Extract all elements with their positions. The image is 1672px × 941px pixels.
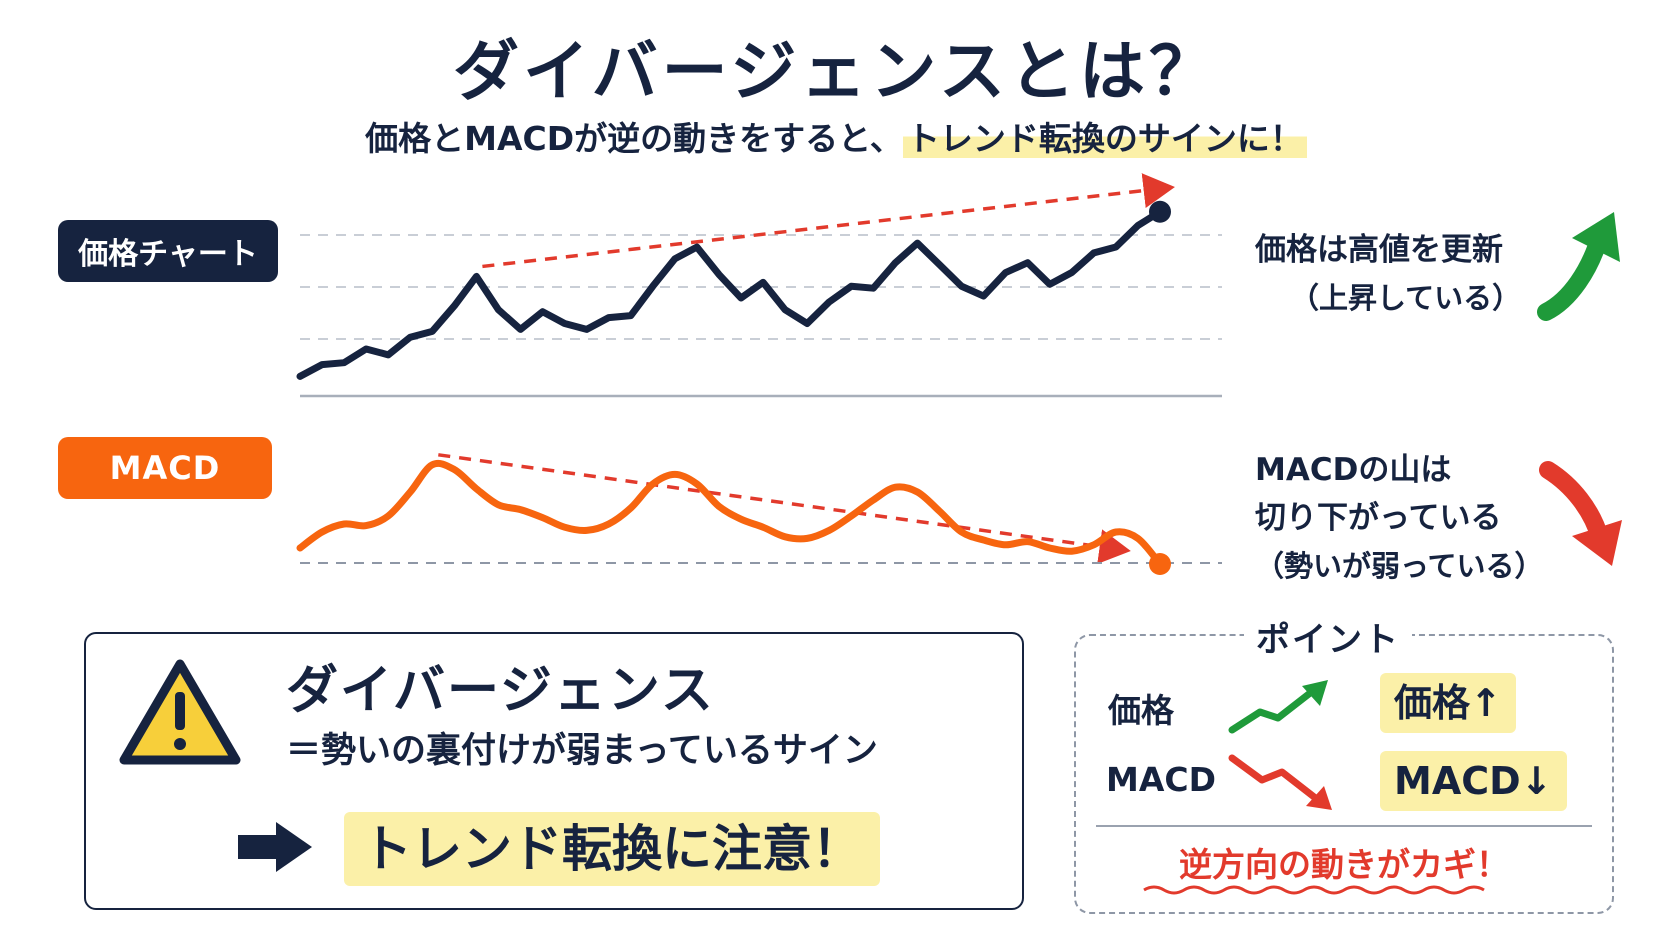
point-macd-label: MACD xyxy=(1106,760,1216,799)
warning-box xyxy=(84,632,1024,910)
point-macd-tag: MACD↓ xyxy=(1380,751,1567,811)
price-trend-arrow xyxy=(482,173,1175,269)
macd-trend-arrow xyxy=(438,453,1131,564)
price-chart-grid xyxy=(300,234,1222,398)
macd-trend-line xyxy=(438,453,1131,564)
warning-icon xyxy=(119,659,241,765)
macd-note-line3: （勢いが弱っている） xyxy=(1255,549,1544,583)
point-divider xyxy=(1096,825,1592,827)
macd-end-point xyxy=(1149,553,1171,575)
macd-series-line xyxy=(296,459,1164,568)
subtitle-main: 価格とMACDが逆の動きをすると、 xyxy=(365,119,903,158)
price-trend-line xyxy=(482,173,1175,269)
price-end-point xyxy=(1149,200,1171,223)
point-price-label: 価格 xyxy=(1108,691,1174,730)
warning-title: ダイバージェンス xyxy=(286,661,715,721)
subtitle-highlight: トレンド転換のサインに！ xyxy=(902,119,1307,158)
macd-note-line1: MACDの山は xyxy=(1255,452,1452,488)
price-up-trend-icon xyxy=(1228,680,1328,734)
macd-chart-label: MACD xyxy=(58,437,272,499)
key-text-underline xyxy=(1143,885,1485,895)
price-chart-label: 価格チャート xyxy=(58,220,278,282)
macd-down-trend-icon xyxy=(1228,754,1332,810)
page-subtitle: 価格とMACDが逆の動きをすると、 トレンド転換のサインに！ xyxy=(0,112,1672,160)
point-title: ポイント xyxy=(1244,612,1412,661)
price-note-line2: （上昇している） xyxy=(1290,281,1522,315)
right-arrow-icon xyxy=(238,822,312,872)
point-key-text: 逆方向の動きがカギ！ xyxy=(1179,845,1509,884)
price-chart-series xyxy=(296,200,1171,380)
price-note-line1: 価格は高値を更新 xyxy=(1255,232,1503,268)
price-series-line xyxy=(296,208,1164,380)
warning-highlight: トレンド転換に注意！ xyxy=(344,812,880,886)
macd-chart-series xyxy=(296,459,1222,575)
page-title: ダイバージェンスとは？ xyxy=(452,33,1220,110)
point-price-tag: 価格↑ xyxy=(1380,673,1516,733)
green-up-arrow-icon xyxy=(1537,212,1620,321)
macd-note-line2: 切り下がっている xyxy=(1255,500,1502,536)
red-down-arrow-icon xyxy=(1539,461,1622,566)
warning-subtitle: ＝勢いの裏付けが弱まっているサイン xyxy=(286,731,878,771)
